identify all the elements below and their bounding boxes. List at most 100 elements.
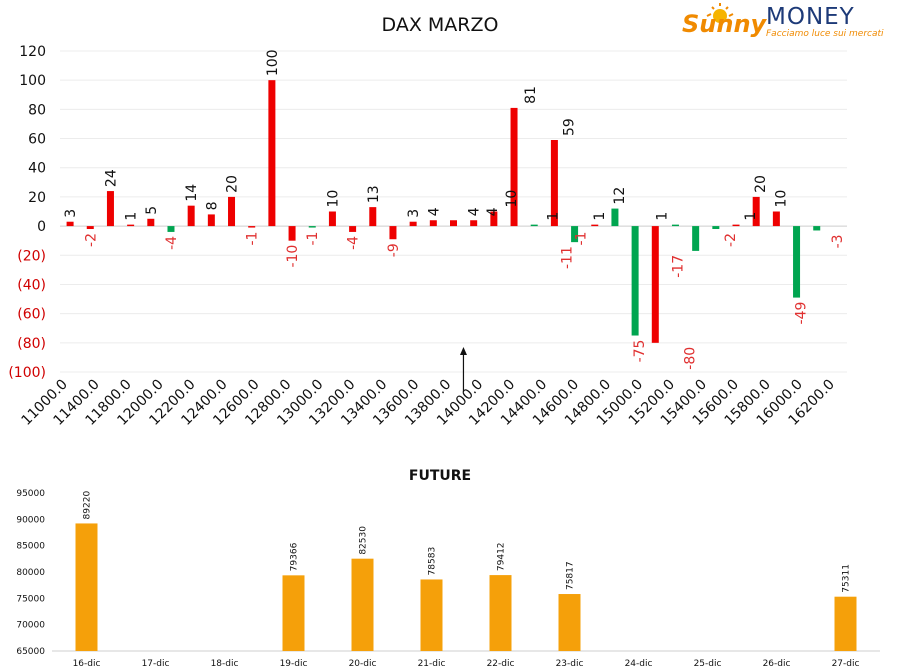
- chart1-data-label: 1: [124, 212, 140, 221]
- chart1-bar-red: [288, 226, 296, 241]
- chart1-bar-red: [187, 205, 195, 227]
- chart2-x-tick-label: 22-dic: [487, 659, 515, 669]
- chart1-data-label: -11: [560, 246, 576, 269]
- arrow-marker: [459, 347, 467, 392]
- chart1-data-label: -1: [305, 232, 321, 246]
- chart1-data-label: 24: [103, 169, 119, 187]
- chart2-x-tick-label: 19-dic: [280, 659, 308, 669]
- chart1-bar-green: [631, 226, 639, 336]
- chart1-data-label: 13: [366, 185, 382, 203]
- sunny-money-logo: Sunny MONEY Facciamo luce sui mercati: [682, 3, 884, 39]
- chart1-y-tick-label: (60): [17, 307, 46, 323]
- chart1-bar-red: [389, 226, 397, 240]
- chart1-bar-red: [490, 211, 498, 227]
- chart2-data-label: 75817: [566, 561, 576, 590]
- chart2-x-tick-label: 20-dic: [349, 659, 377, 669]
- chart1-data-label: 1: [545, 212, 561, 221]
- chart1-title: DAX MARZO: [381, 14, 499, 36]
- chart1-y-tick-label: 60: [28, 132, 46, 148]
- chart2-bar: [420, 579, 443, 651]
- chart1-y-tick-label: 0: [37, 219, 46, 235]
- chart1-bar-red: [127, 224, 135, 227]
- chart2-bar: [834, 596, 857, 651]
- chart1-data-label: 14: [184, 184, 200, 202]
- chart1-data-label: 10: [504, 190, 520, 208]
- chart1-bar-red: [550, 140, 558, 227]
- logo-tagline: Facciamo luce sui mercati: [766, 29, 884, 39]
- chart1-bar-green: [167, 226, 175, 232]
- chart1-bar-green: [308, 226, 316, 228]
- chart1-data-label: -1: [245, 232, 261, 246]
- chart2-data-label: 79412: [497, 542, 507, 571]
- chart2-x-tick-label: 25-dic: [694, 659, 722, 669]
- chart1-bars: [66, 80, 821, 343]
- chart2-y-tick-label: 85000: [16, 542, 45, 552]
- chart1-bar-red: [228, 196, 236, 227]
- chart1-bar-green: [793, 226, 801, 298]
- chart2-data-label: 79366: [290, 542, 300, 571]
- chart1-bar-red: [732, 224, 740, 227]
- chart1-data-label: -75: [632, 340, 648, 363]
- chart1-data-label: -2: [83, 233, 99, 247]
- chart2-y-tick-label: 95000: [16, 489, 45, 499]
- chart1-y-tick-label: 120: [19, 44, 46, 60]
- chart1-data-label: 1: [654, 212, 670, 221]
- chart1-data-label: 4: [467, 207, 483, 216]
- chart1-bar-red: [207, 214, 215, 227]
- chart2-bar: [351, 558, 374, 651]
- chart2-x-tick-label: 18-dic: [211, 659, 239, 669]
- chart1-bar-red: [429, 220, 437, 227]
- chart1-bar-red: [510, 107, 518, 227]
- chart1-y-tick-label: 100: [19, 73, 46, 89]
- chart2-y-tick-label: 80000: [16, 568, 45, 578]
- chart2-data-label: 75311: [842, 564, 852, 593]
- chart1-data-label: 3: [63, 209, 79, 218]
- chart1-data-label: 59: [562, 118, 578, 136]
- chart1-y-tick-label: 80: [28, 102, 46, 118]
- chart1-bar-green: [813, 226, 821, 231]
- chart1-y-tick-label: (80): [17, 336, 46, 352]
- chart2-data-labels: 89220 79366 82530 78583 79412 75817 75311: [83, 491, 852, 593]
- chart1-data-label: -1: [574, 232, 590, 246]
- chart1-y-tick-label: 40: [28, 161, 46, 177]
- chart2-y-tick-label: 65000: [16, 647, 45, 657]
- chart2-data-label: 82530: [359, 526, 369, 555]
- chart2-x-tick-label: 21-dic: [418, 659, 446, 669]
- chart1-data-label: 3: [406, 209, 422, 218]
- chart1-data-label: -49: [794, 302, 810, 325]
- chart1-data-label: -10: [285, 245, 301, 268]
- chart1-bar-green: [530, 224, 538, 227]
- chart2-x-tick-label: 16-dic: [73, 659, 101, 669]
- chart2-x-axis: 16-dic 17-dic 18-dic 19-dic 20-dic 21-dic 22-d…: [73, 659, 860, 669]
- logo-caps: MONEY: [766, 4, 855, 30]
- chart1-data-label: 100: [265, 49, 281, 76]
- chart1-bar-green: [671, 224, 679, 227]
- chart1-bar-red: [86, 226, 94, 230]
- logo-script: Sunny: [682, 10, 768, 38]
- chart1-bar-red: [752, 196, 760, 227]
- chart1-bar-red: [268, 80, 276, 227]
- chart2-x-tick-label: 17-dic: [142, 659, 170, 669]
- chart1-y-axis: 120 100 80 60 40 20 0 (20) (40) (60) (80) (100): [8, 44, 46, 381]
- dax-marzo-chart: 120 100 80 60 40 20 0 (20) (40) (60) (80) (100) 3 -2…: [8, 44, 847, 429]
- chart1-bar-green: [571, 226, 579, 243]
- chart1-data-label: 1: [743, 212, 759, 221]
- chart1-bar-red: [409, 221, 417, 227]
- chart2-bar: [558, 594, 581, 651]
- chart1-data-label: -9: [386, 243, 402, 257]
- chart1-y-tick-label: 20: [28, 190, 46, 206]
- chart1-data-label: -80: [683, 347, 699, 370]
- chart1-y-tick-label: (20): [17, 248, 46, 264]
- chart1-y-tick-label: (40): [17, 277, 46, 293]
- chart1-bar-red: [66, 221, 74, 227]
- chart1-bar-green: [692, 226, 700, 251]
- chart1-data-label: -4: [346, 236, 362, 250]
- chart1-y-tick-label: (100): [8, 365, 46, 381]
- chart2-bars: [75, 523, 857, 651]
- chart1-bar-red: [591, 224, 599, 227]
- chart1-x-axis: 11000.011400.011800.012000.012200.012400…: [19, 377, 838, 429]
- chart1-bar-red: [349, 226, 357, 232]
- chart2-x-tick-label: 26-dic: [763, 659, 791, 669]
- chart2-y-tick-label: 75000: [16, 594, 45, 604]
